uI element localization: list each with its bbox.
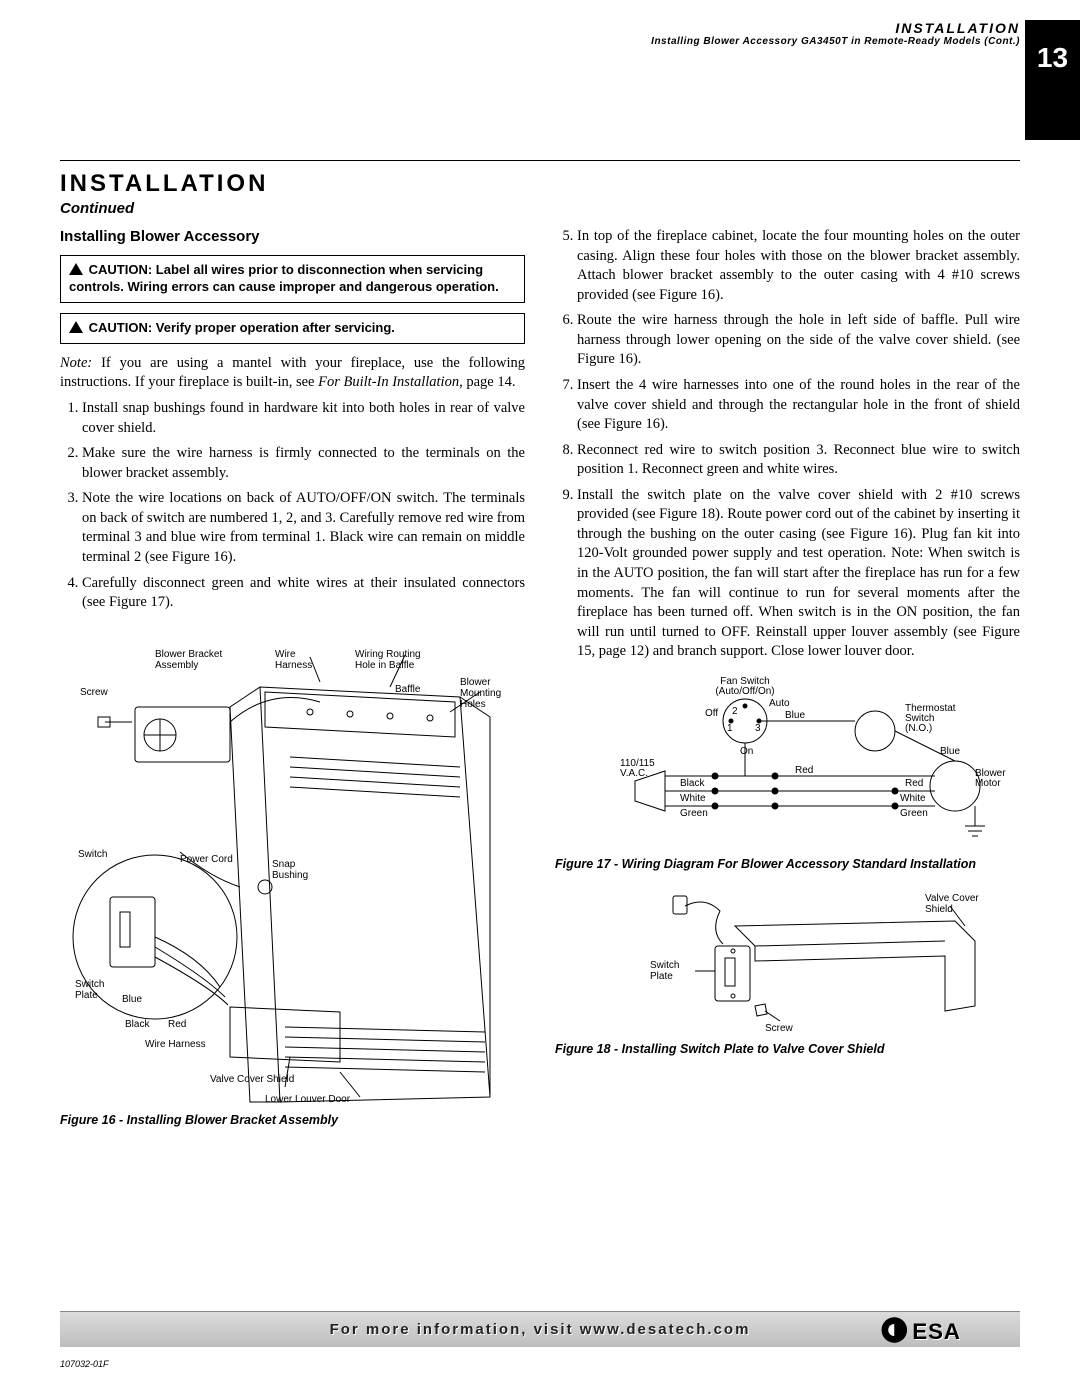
figure-16-svg: Blower BracketAssembly WireHarness Wirin… [60, 627, 525, 1107]
caution-box-1: CAUTION: Label all wires prior to discon… [60, 255, 525, 303]
lbl-screw: Screw [80, 687, 109, 698]
subhead-install-blower: Installing Blower Accessory [60, 227, 525, 247]
caution-1-text: CAUTION: Label all wires prior to discon… [69, 262, 499, 294]
lbl-blower-motor: BlowerMotor [975, 768, 1006, 789]
lbl-wiring-routing: Wiring RoutingHole in Baffle [355, 649, 421, 671]
col-left: Installing Blower Accessory CAUTION: Lab… [60, 227, 525, 1128]
lbl-thermostat: ThermostatSwitch(N.O.) [905, 703, 956, 734]
lbl-white17b: White [900, 793, 926, 804]
svg-text:ESA: ESA [912, 1319, 961, 1344]
lbl-black: Black [125, 1019, 150, 1030]
main-content: INSTALLATION Continued Installing Blower… [60, 170, 1020, 1128]
lbl-wire-harness-top: WireHarness [275, 649, 312, 671]
lbl-blower-bracket: Blower BracketAssembly [155, 649, 222, 671]
lbl-switch-plate18: SwitchPlate [650, 960, 679, 982]
lbl-t1: 1 [727, 723, 733, 734]
warning-icon [69, 263, 83, 275]
page-header: INSTALLATION Installing Blower Accessory… [651, 20, 1020, 47]
caution-2-text: CAUTION: Verify proper operation after s… [89, 320, 395, 335]
step-5: In top of the fireplace cabinet, locate … [577, 227, 1020, 305]
columns: Installing Blower Accessory CAUTION: Lab… [60, 227, 1020, 1128]
lbl-black17: Black [680, 778, 705, 789]
note-tail: page 14. [463, 374, 516, 390]
footer-text: For more information, visit www.desatech… [330, 1321, 751, 1338]
figure-17: Fan Switch(Auto/Off/On) Auto Off On 2 1 … [555, 676, 1020, 873]
figure-17-svg: Fan Switch(Auto/Off/On) Auto Off On 2 1 … [555, 676, 1020, 851]
lbl-power-cord: Power Cord [180, 854, 233, 865]
lbl-red: Red [168, 1019, 186, 1030]
continued-label: Continued [60, 200, 1020, 217]
lbl-blue17b: Blue [940, 746, 960, 757]
lbl-switch: Switch [78, 849, 107, 860]
lbl-t3: 3 [755, 723, 761, 734]
lbl-blower-mounting: BlowerMountingHoles [460, 677, 501, 710]
page-title: INSTALLATION [60, 170, 1020, 198]
rule-top [60, 160, 1020, 161]
lbl-blue: Blue [122, 994, 142, 1005]
figure-18-svg: Valve CoverShield SwitchPlate Screw [555, 886, 1020, 1036]
figure-18-caption: Figure 18 - Installing Switch Plate to V… [555, 1042, 1020, 1058]
lbl-vcs18: Valve CoverShield [925, 893, 979, 915]
step-3: Note the wire locations on back of AUTO/… [82, 489, 525, 567]
step-4: Carefully disconnect green and white wir… [82, 574, 525, 613]
lbl-t2: 2 [732, 706, 738, 717]
header-section: INSTALLATION [651, 20, 1020, 36]
page-number: 13 [1025, 20, 1080, 140]
steps-5-9: In top of the fireplace cabinet, locate … [555, 227, 1020, 662]
lbl-valve-cover-shield: Valve Cover Shield [210, 1074, 294, 1085]
step-9: Install the switch plate on the valve co… [577, 486, 1020, 662]
lbl-red17b: Red [905, 778, 923, 789]
footer-bar: For more information, visit www.desatech… [60, 1311, 1020, 1347]
lbl-white17: White [680, 793, 706, 804]
lbl-fan-switch: Fan Switch(Auto/Off/On) [715, 676, 774, 697]
note-paragraph: Note: If you are using a mantel with you… [60, 354, 525, 393]
step-6: Route the wire harness through the hole … [577, 311, 1020, 370]
figure-16: Blower BracketAssembly WireHarness Wirin… [60, 627, 525, 1129]
doc-id: 107032-01F [60, 1359, 109, 1369]
step-7: Insert the 4 wire harnesses into one of … [577, 376, 1020, 435]
step-8: Reconnect red wire to switch position 3.… [577, 441, 1020, 480]
figure-16-caption: Figure 16 - Installing Blower Bracket As… [60, 1113, 525, 1129]
lbl-green17b: Green [900, 808, 928, 819]
lbl-green17: Green [680, 808, 708, 819]
header-subtitle: Installing Blower Accessory GA3450T in R… [651, 36, 1020, 47]
lbl-screw18: Screw [765, 1023, 794, 1034]
lbl-snap-bushing: SnapBushing [272, 859, 308, 881]
caution-box-2: CAUTION: Verify proper operation after s… [60, 313, 525, 344]
lbl-wire-harness-bottom: Wire Harness [145, 1039, 206, 1050]
step-2: Make sure the wire harness is firmly con… [82, 444, 525, 483]
lbl-baffle: Baffle [395, 684, 421, 695]
desa-logo: ESA [878, 1315, 1008, 1345]
step-1: Install snap bushings found in hardware … [82, 399, 525, 438]
col-right: In top of the fireplace cabinet, locate … [555, 227, 1020, 1128]
lbl-off: Off [705, 708, 718, 719]
figure-17-caption: Figure 17 - Wiring Diagram For Blower Ac… [555, 857, 1020, 873]
lbl-blue17: Blue [785, 710, 805, 721]
steps-1-4: Install snap bushings found in hardware … [60, 399, 525, 613]
lbl-auto: Auto [769, 698, 790, 709]
lbl-lower-louver: Lower Louver Door [265, 1094, 351, 1105]
figure-18: Valve CoverShield SwitchPlate Screw Figu… [555, 886, 1020, 1058]
note-label: Note: [60, 355, 92, 371]
warning-icon [69, 321, 83, 333]
note-italic: For Built-In Installation, [318, 374, 463, 390]
lbl-on: On [740, 746, 753, 757]
lbl-red17: Red [795, 765, 813, 776]
